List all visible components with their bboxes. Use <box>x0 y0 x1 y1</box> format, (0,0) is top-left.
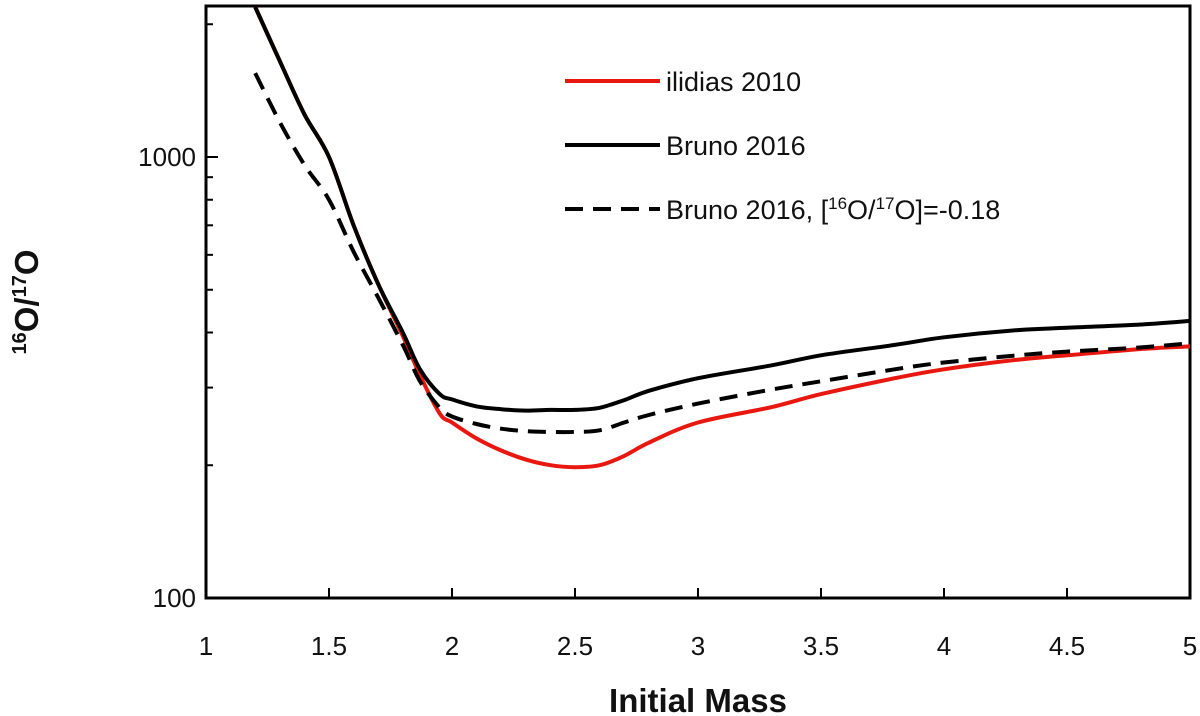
x-tick-label-0: 1 <box>199 631 213 661</box>
series-line-1 <box>253 6 1191 413</box>
x-tick-label-8: 5 <box>1183 631 1197 661</box>
legend-label-part-c: O]=-0.18 <box>894 195 1000 225</box>
series-line-2 <box>253 72 1191 435</box>
legend-label-part-a: Bruno 2016, [ <box>666 195 829 225</box>
legend-label-part-b: O/ <box>847 195 876 225</box>
tick-layer: 1 1.5 2 2.5 3 3.5 4 4.5 5 100 1000 <box>138 23 1197 661</box>
y-axis-title-sup1: 16 <box>9 332 31 354</box>
legend-label-bruno-2016: Bruno 2016 <box>666 131 806 161</box>
x-tick-label-6: 4 <box>937 631 951 661</box>
legend-label-bruno-2016-scaled: Bruno 2016, [16O/17O]=-0.18 <box>666 194 1000 225</box>
y-axis-title-end: O <box>8 249 45 275</box>
y-axis-title-sup2: 17 <box>9 275 31 297</box>
x-tick-label-7: 4.5 <box>1049 631 1085 661</box>
x-tick-label-4: 3 <box>691 631 705 661</box>
y-axis-title-mid: O/ <box>8 297 45 332</box>
x-tick-label-2: 2 <box>445 631 459 661</box>
x-axis-title: Initial Mass <box>609 682 787 716</box>
legend-label-sup2: 17 <box>876 194 895 213</box>
y-axis-title: 16O/17O <box>8 249 45 354</box>
x-tick-label-3: 2.5 <box>557 631 593 661</box>
legend-label-ilidias-2010: ilidias 2010 <box>666 67 801 97</box>
legend: ilidias 2010 Bruno 2016 Bruno 2016, [16O… <box>565 67 1000 225</box>
x-tick-label-5: 3.5 <box>803 631 839 661</box>
series-layer <box>253 6 1191 470</box>
legend-label-sup1: 16 <box>828 194 847 213</box>
y-tick-label-1: 1000 <box>138 142 196 172</box>
x-tick-label-1: 1.5 <box>311 631 347 661</box>
y-tick-label-0: 100 <box>153 583 196 613</box>
